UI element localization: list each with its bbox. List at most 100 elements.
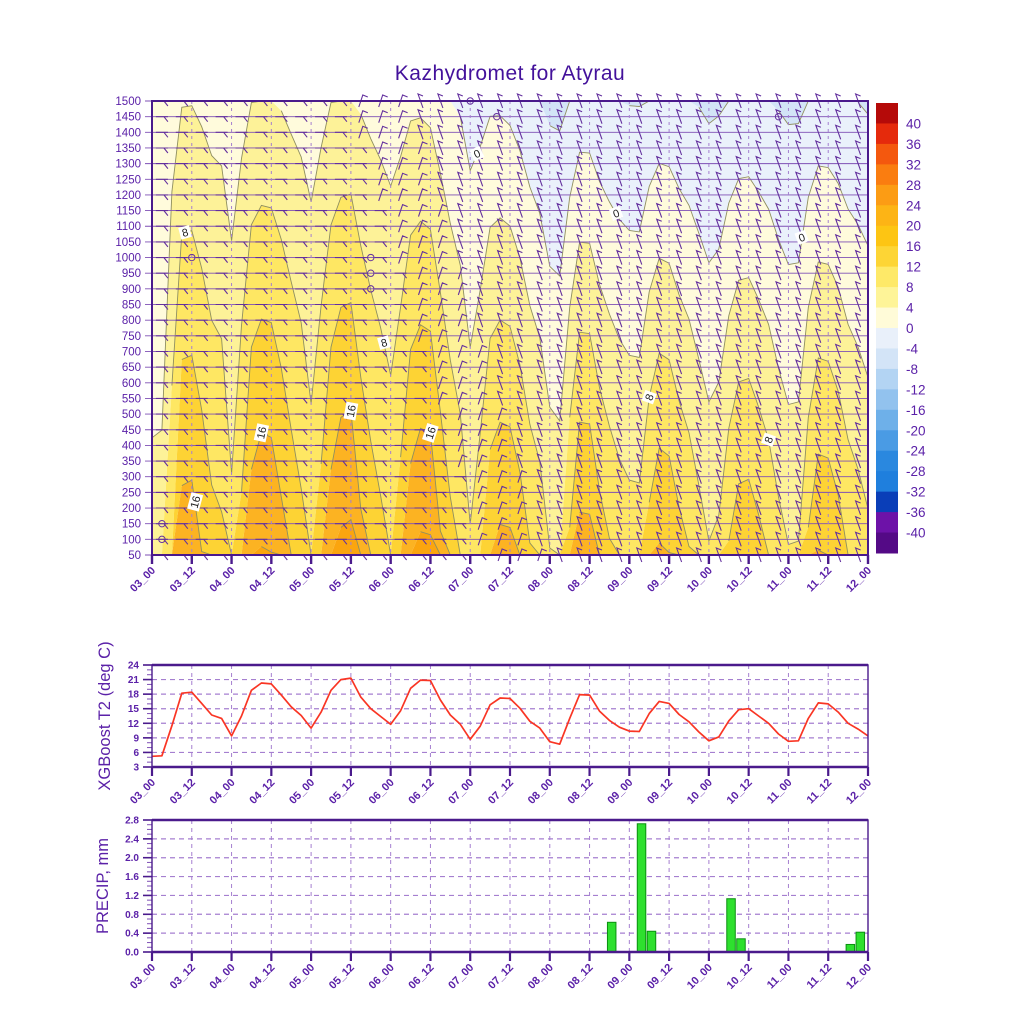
- y-tick-label: 1350: [115, 143, 141, 155]
- x-tick-label: 11_00: [765, 777, 795, 807]
- y-tick-label: 150: [122, 519, 141, 531]
- colorbar-cell: [876, 225, 898, 247]
- colorbar-tick-label: 12: [906, 260, 921, 275]
- contour-label: 0: [469, 145, 485, 162]
- x-tick-label: 09_00: [605, 777, 635, 807]
- calm-circle: [493, 112, 501, 121]
- y-tick-label: 3: [133, 763, 139, 774]
- colorbar-cell: [876, 123, 898, 145]
- colorbar-cell: [876, 389, 898, 411]
- y-tick-label: 350: [122, 456, 141, 468]
- precip-bar: [636, 823, 647, 953]
- precip-panel: 0.0 0.4 0.8 1.2 1.6 2.0 2.4 2.8 03_00 03_12 04_00 0…: [94, 816, 874, 992]
- x-tick-label: 11_00: [765, 962, 795, 992]
- contour-label: 16: [343, 401, 359, 421]
- colorbar-tick-label: -36: [906, 505, 926, 520]
- colorbar-tick-label: 28: [906, 178, 921, 193]
- x-tick-label: 09_12: [645, 777, 675, 807]
- colorbar-tick-label: -28: [906, 464, 926, 479]
- t2-panel: 3 6 9 12 15 18 21 24 03_00 03_12 04_00 04_12 05_00 05…: [96, 641, 874, 806]
- x-tick-label: 06_12: [406, 777, 436, 807]
- calm-circle: [158, 535, 166, 544]
- y-tick-label: 50: [128, 550, 141, 562]
- contour-label-text: 0: [797, 232, 807, 245]
- x-tick-label: 11_12: [805, 565, 835, 595]
- contour-lines: [151, 100, 869, 556]
- contour-label-text: 8: [380, 337, 389, 350]
- colorbar: 4036322824201612840-4-8-12-16-20-24-28-3…: [876, 103, 926, 554]
- y-tick-label: 450: [122, 425, 141, 437]
- y-tick-label: 2.8: [125, 816, 139, 827]
- x-tick-label: 08_00: [526, 777, 556, 807]
- y-tick-label: 100: [122, 534, 141, 546]
- x-tick-label: 03_12: [168, 777, 198, 807]
- contour-label: 16: [253, 423, 270, 443]
- y-tick-label: 1050: [115, 237, 141, 249]
- colorbar-tick-label: 20: [906, 219, 921, 234]
- colorbar-cell: [876, 266, 898, 288]
- colorbar-cell: [876, 532, 898, 554]
- x-tick-label: 04_12: [247, 777, 277, 807]
- x-tick-label: 12_00: [844, 962, 874, 992]
- band-16-20: [152, 411, 868, 555]
- colorbar-tick-label: -4: [906, 341, 918, 356]
- y-tick-label: 600: [122, 378, 141, 390]
- x-tick-label: 07_00: [446, 565, 476, 595]
- y-tick-label: 1400: [115, 127, 141, 139]
- colorbar-tick-label: 8: [906, 280, 914, 295]
- x-tick-label: 11_12: [805, 962, 835, 992]
- y-tick-label: 12: [128, 719, 140, 730]
- x-tick-label: 06_00: [367, 962, 397, 992]
- y-tick-label: 1500: [115, 96, 141, 108]
- x-tick-label: 03_12: [168, 565, 198, 595]
- colorbar-cell: [876, 430, 898, 452]
- x-tick-label: 08_00: [526, 962, 556, 992]
- contour-label: 16: [187, 492, 204, 512]
- colorbar-tick-label: -40: [906, 526, 926, 541]
- colorbar-cell: [876, 409, 898, 431]
- contour-label-text: 16: [189, 495, 204, 510]
- contour-label: 16: [422, 422, 439, 443]
- y-tick-label: 300: [122, 472, 141, 484]
- y-tick-label: 1000: [115, 253, 141, 265]
- y-tick-label: 200: [122, 503, 141, 515]
- x-tick-label: 04_12: [247, 962, 277, 992]
- contour-label: 8: [641, 389, 657, 405]
- x-tick-label: 04_12: [247, 565, 277, 595]
- colorbar-cell: [876, 307, 898, 329]
- y-tick-label: 9: [133, 733, 139, 744]
- y-tick-label: 500: [122, 409, 141, 421]
- colorbar-cell: [876, 103, 898, 124]
- colorbar-cell: [876, 328, 898, 349]
- colorbar-cell: [876, 205, 898, 227]
- colorbar-cell: [876, 491, 898, 513]
- calm-circle: [188, 253, 196, 262]
- y-tick-label: 650: [122, 362, 141, 374]
- colorbar-tick-label: 24: [906, 198, 922, 213]
- y-tick-label: 1150: [116, 206, 141, 218]
- contour-label-text: 16: [424, 426, 439, 441]
- x-tick-label: 05_00: [287, 962, 317, 992]
- x-tick-label: 08_12: [566, 565, 596, 595]
- colorbar-tick-label: 4: [906, 301, 914, 316]
- x-tick-label: 03_12: [168, 962, 198, 992]
- x-tick-label: 05_12: [327, 962, 357, 992]
- x-tick-label: 09_12: [645, 962, 675, 992]
- y-tick-label: 800: [122, 315, 141, 327]
- colorbar-tick-label: 32: [906, 157, 921, 172]
- contour-label: 0: [794, 229, 809, 245]
- x-tick-label: 11_12: [805, 777, 835, 807]
- colorbar-tick-label: 16: [906, 239, 921, 254]
- x-tick-label: 08_12: [566, 962, 596, 992]
- x-tick-label: 06_00: [367, 777, 397, 807]
- y-tick-label: 2.4: [125, 834, 139, 845]
- colorbar-tick-label: 36: [906, 137, 921, 152]
- x-tick-label: 05_12: [327, 777, 357, 807]
- y-tick-label: 1.2: [125, 891, 139, 902]
- y-tick-label: 950: [122, 268, 141, 280]
- y-tick-label: 750: [122, 331, 141, 343]
- calm-circle: [367, 269, 375, 277]
- colorbar-cell: [876, 471, 898, 493]
